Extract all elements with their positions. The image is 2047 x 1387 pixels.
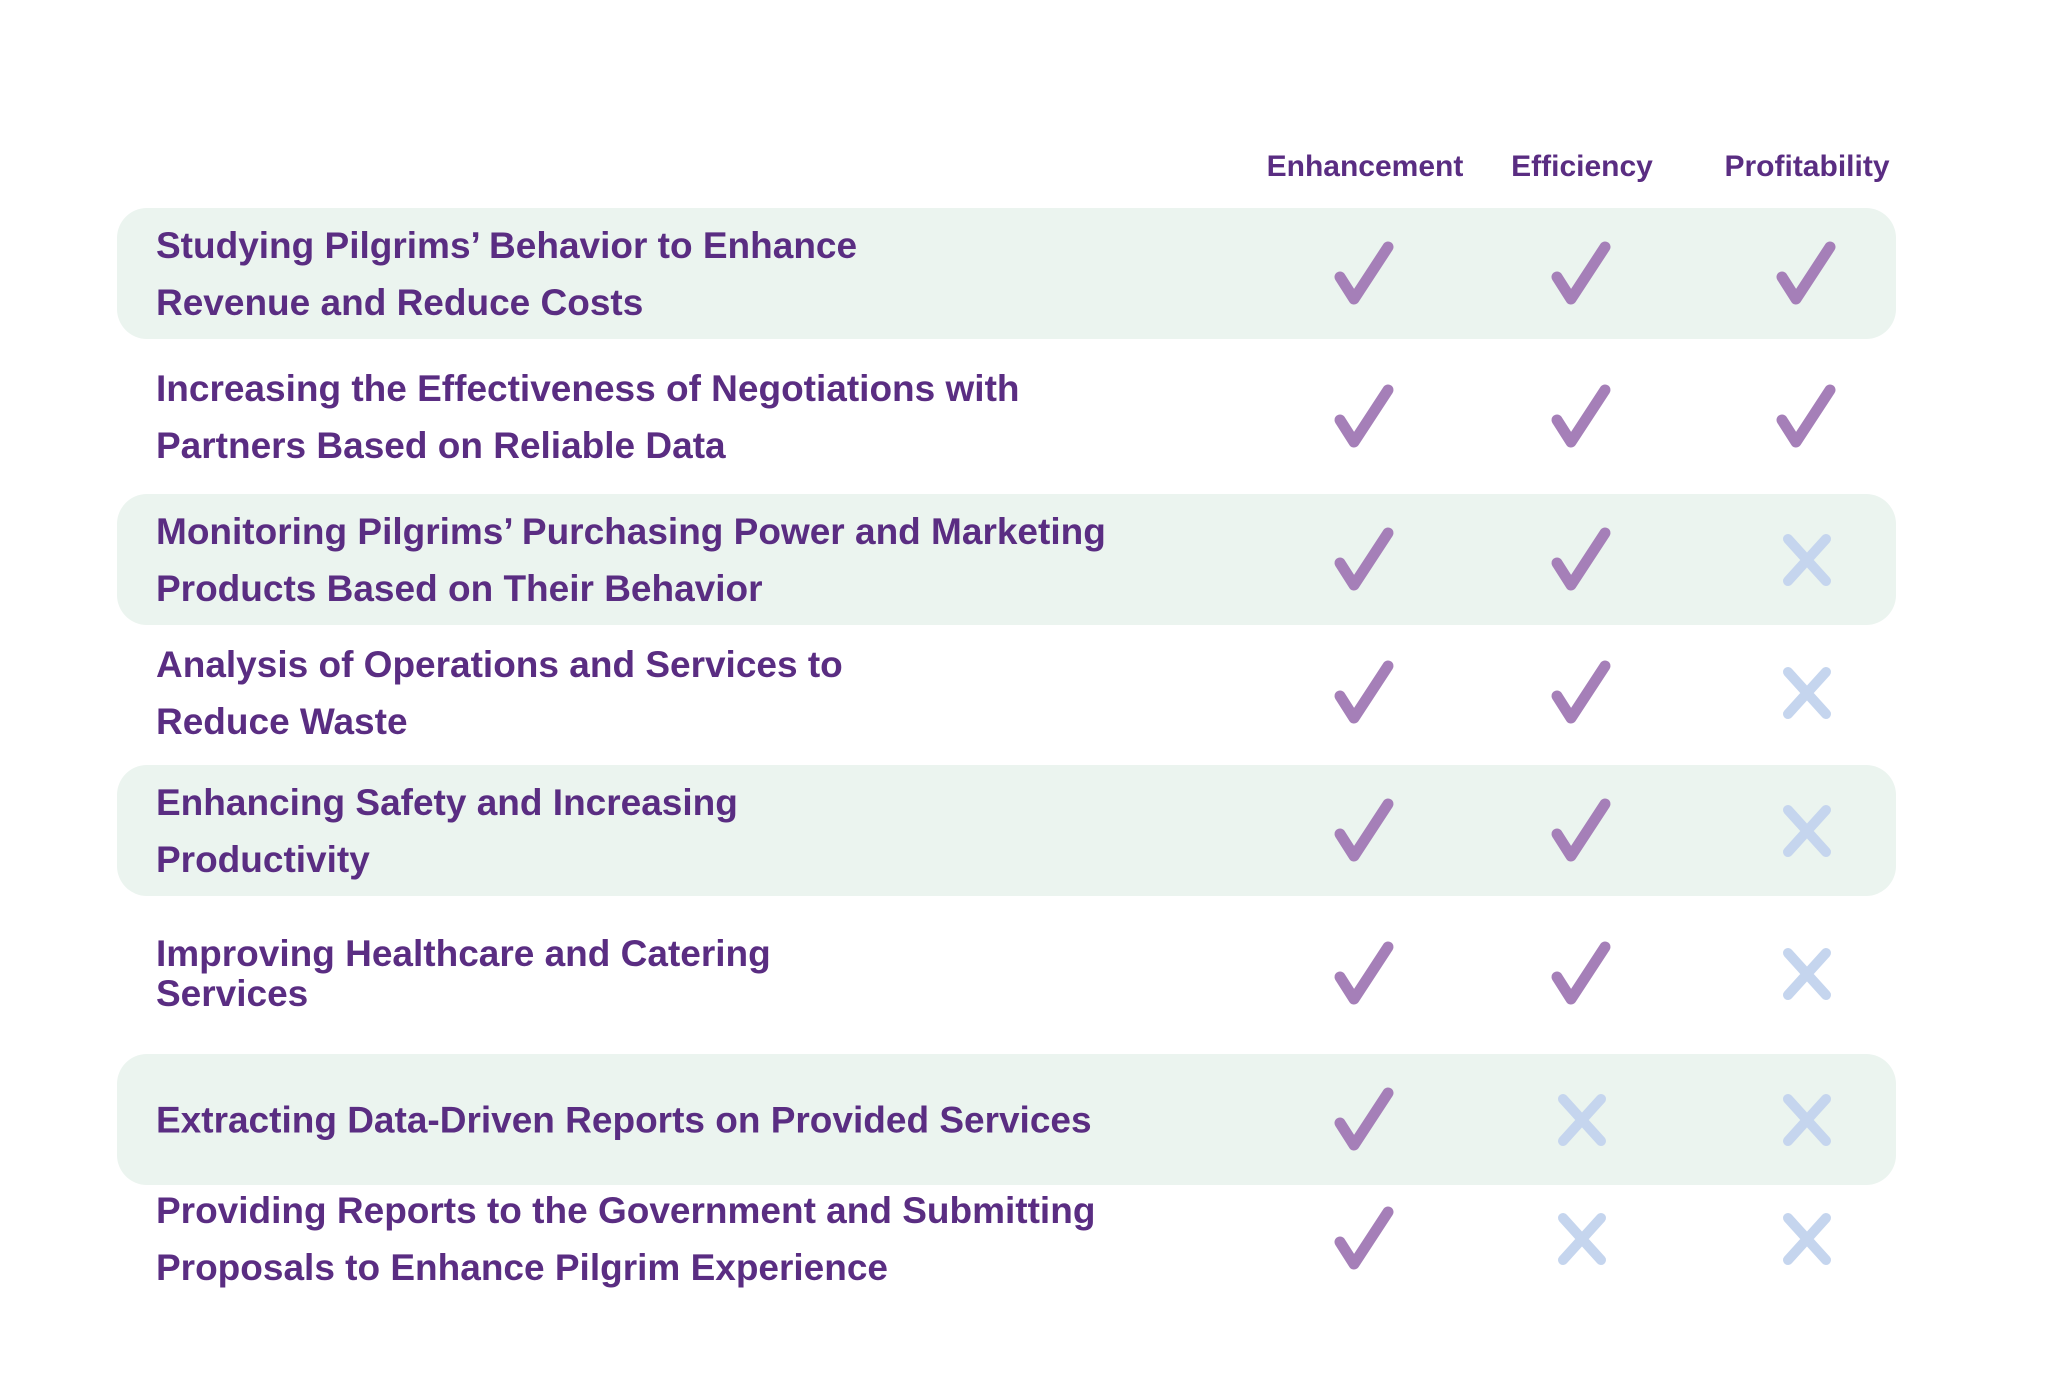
- row-label-line: Extracting Data-Driven Reports on Provid…: [156, 1099, 1092, 1140]
- table-row: Studying Pilgrims’ Behavior to Enhance Re…: [117, 208, 1896, 339]
- row-label-line: Services: [156, 972, 309, 1014]
- check-icon: [1772, 239, 1842, 309]
- table-row: Increasing the Effectiveness of Negotiat…: [117, 351, 1896, 482]
- check-icon: [1330, 1085, 1400, 1155]
- table-row: Extracting Data-Driven Reports on Provid…: [117, 1054, 1896, 1185]
- row-label: Improving Healthcare and Catering Service…: [156, 932, 1306, 1014]
- row-label-line: Improving Healthcare and Catering: [156, 932, 771, 974]
- column-header-efficiency: Efficiency: [1511, 150, 1653, 183]
- row-label-line: Providing Reports to the Government and …: [156, 1189, 1096, 1231]
- row-label-line: Proposals to Enhance Pilgrim Experience: [156, 1246, 889, 1288]
- cross-icon: [1772, 796, 1842, 866]
- table-row: Improving Healthcare and Catering Service…: [117, 908, 1896, 1039]
- row-label: Enhancing Safety and Increasing Productiv…: [156, 774, 1306, 888]
- row-label-line: Increasing the Effectiveness of Negotiat…: [156, 367, 1020, 409]
- table-row: Enhancing Safety and Increasing Productiv…: [117, 765, 1896, 896]
- cross-icon: [1772, 1085, 1842, 1155]
- check-icon: [1547, 796, 1617, 866]
- cross-icon: [1772, 1204, 1842, 1274]
- row-label-line: Productivity: [156, 838, 370, 880]
- row-label: Studying Pilgrims’ Behavior to Enhance Re…: [156, 217, 1306, 331]
- cross-icon: [1547, 1085, 1617, 1155]
- row-label-line: Enhancing Safety and Increasing: [156, 781, 738, 823]
- row-label-line: Studying Pilgrims’ Behavior to Enhance: [156, 224, 858, 266]
- row-label: Increasing the Effectiveness of Negotiat…: [156, 360, 1306, 474]
- cross-icon: [1772, 525, 1842, 595]
- row-label-line: Analysis of Operations and Services to: [156, 643, 843, 685]
- cross-icon: [1772, 658, 1842, 728]
- cross-icon: [1772, 939, 1842, 1009]
- row-label-line: Partners Based on Reliable Data: [156, 424, 726, 466]
- column-header-enhancement: Enhancement: [1266, 150, 1464, 183]
- check-icon: [1547, 525, 1617, 595]
- check-icon: [1547, 382, 1617, 452]
- table-row: Providing Reports to the Government and …: [117, 1173, 1896, 1304]
- check-icon: [1547, 939, 1617, 1009]
- check-icon: [1547, 239, 1617, 309]
- table-row: Analysis of Operations and Services to Re…: [117, 627, 1896, 758]
- check-icon: [1330, 939, 1400, 1009]
- check-icon: [1330, 239, 1400, 309]
- cross-icon: [1547, 1204, 1617, 1274]
- row-label: Extracting Data-Driven Reports on Provid…: [156, 1091, 1306, 1148]
- check-icon: [1547, 658, 1617, 728]
- row-label-line: Revenue and Reduce Costs: [156, 281, 644, 323]
- row-label-line: Monitoring Pilgrims’ Purchasing Power an…: [156, 510, 1106, 552]
- row-label-line: Reduce Waste: [156, 700, 408, 742]
- row-label: Monitoring Pilgrims’ Purchasing Power an…: [156, 503, 1306, 617]
- row-label-line: Products Based on Their Behavior: [156, 567, 763, 609]
- check-icon: [1330, 525, 1400, 595]
- column-header-profitability: Profitability: [1724, 150, 1890, 183]
- check-icon: [1330, 658, 1400, 728]
- row-label: Analysis of Operations and Services to Re…: [156, 636, 1306, 750]
- check-icon: [1330, 1204, 1400, 1274]
- check-icon: [1330, 382, 1400, 452]
- row-label: Providing Reports to the Government and …: [156, 1182, 1306, 1296]
- check-icon: [1772, 382, 1842, 452]
- check-icon: [1330, 796, 1400, 866]
- table-row: Monitoring Pilgrims’ Purchasing Power an…: [117, 494, 1896, 625]
